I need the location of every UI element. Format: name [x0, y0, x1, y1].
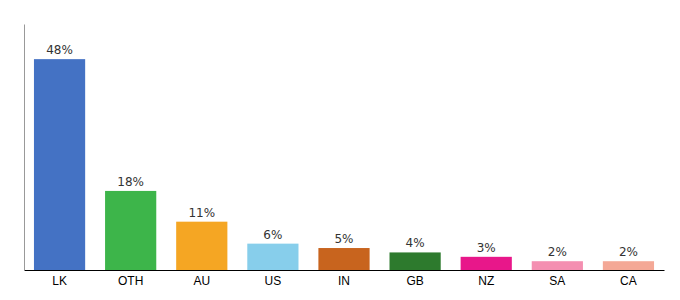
chart-container: LK OTH AU US IN GB NZ SA CA 48% 18% 11% 6% 5% 4% 3% 2% 2% — [0, 0, 680, 300]
x-tick: GB — [406, 270, 423, 288]
plot-area: LK OTH AU US IN GB NZ SA CA 48% 18% 11% 6% 5% 4% 3% 2% 2% — [25, 25, 665, 288]
x-tick: NZ — [478, 270, 494, 288]
data-label: 4% — [406, 236, 425, 250]
x-tick: SA — [549, 270, 565, 288]
data-label: 48% — [46, 43, 73, 57]
x-tick-label: SA — [549, 274, 565, 288]
data-label: 2% — [548, 245, 567, 259]
y-axis — [24, 25, 25, 271]
x-tick: AU — [193, 270, 210, 288]
x-tick-label: GB — [406, 274, 423, 288]
x-tick: CA — [620, 270, 637, 288]
data-label: 2% — [619, 245, 638, 259]
x-tick: LK — [52, 270, 67, 288]
data-labels: 48% 18% 11% 6% 5% 4% 3% 2% 2% — [46, 43, 638, 259]
bar — [390, 252, 441, 270]
x-tick-label: AU — [193, 274, 210, 288]
x-tick-label: NZ — [478, 274, 494, 288]
x-tick-label: LK — [52, 274, 67, 288]
x-axis: LK OTH AU US IN GB NZ SA CA — [25, 270, 665, 288]
data-label: 5% — [334, 232, 353, 246]
bar — [461, 257, 512, 270]
x-tick-label: US — [265, 274, 282, 288]
x-tick: US — [265, 270, 282, 288]
bar — [318, 248, 369, 270]
data-label: 18% — [117, 175, 144, 189]
bar — [34, 59, 85, 270]
x-tick-label: IN — [338, 274, 350, 288]
data-label: 6% — [263, 228, 282, 242]
bar — [247, 244, 298, 270]
data-label: 3% — [477, 241, 496, 255]
bar — [105, 191, 156, 270]
bars — [34, 59, 654, 270]
chart-svg: LK OTH AU US IN GB NZ SA CA 48% 18% 11% 6% 5% 4% 3% 2% 2% — [0, 0, 680, 300]
bar — [176, 222, 227, 270]
bar — [532, 261, 583, 270]
data-label: 11% — [188, 206, 215, 220]
y-axis-line — [24, 25, 25, 271]
x-tick: IN — [338, 270, 350, 288]
bar — [603, 261, 654, 270]
x-tick-label: OTH — [118, 274, 143, 288]
x-tick: OTH — [118, 270, 143, 288]
x-tick-label: CA — [620, 274, 637, 288]
x-axis-line — [25, 270, 665, 271]
